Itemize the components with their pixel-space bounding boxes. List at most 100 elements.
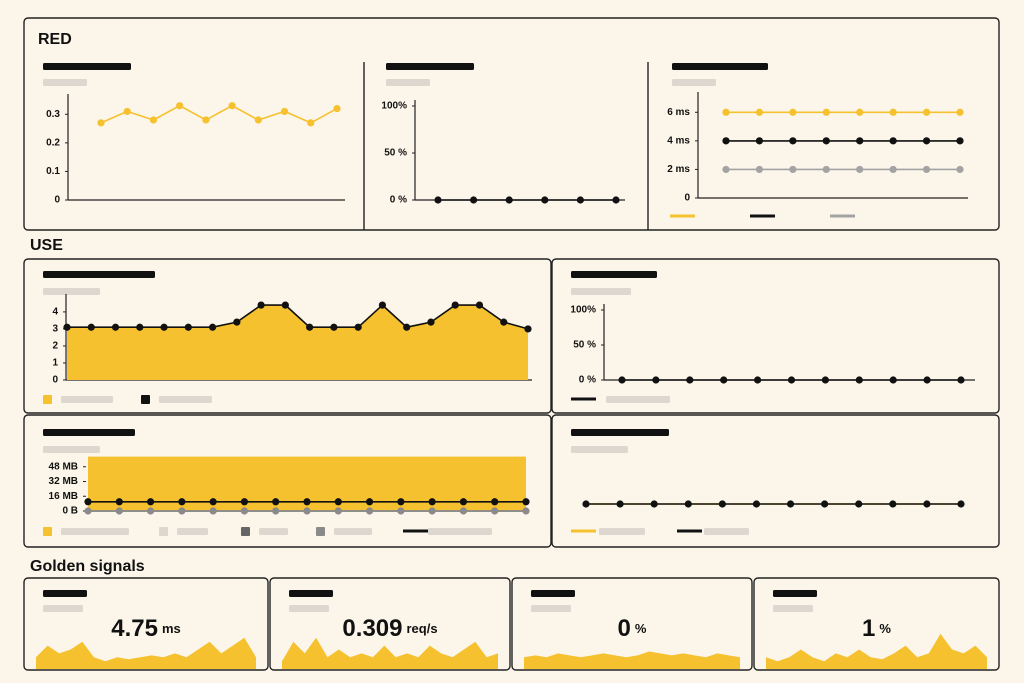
point [475,301,484,309]
stat-value: 4.75 ms [111,615,181,642]
point [922,137,931,145]
point [822,137,830,145]
placeholder-text [599,528,645,535]
point [365,498,374,506]
point [582,500,590,508]
point [821,500,829,508]
y-tick-label: 0.3 [46,109,60,120]
point [208,323,217,331]
stat-unit: ms [162,621,181,636]
point [451,301,459,309]
stat-number: 4.75 [111,615,158,642]
point [115,498,123,506]
point [889,108,897,116]
legend-swatch [159,527,168,536]
point [178,498,186,506]
legend-swatch [43,527,52,536]
point [616,500,624,508]
point [254,116,262,124]
y-tick-label: 0.1 [46,166,60,177]
point [957,500,965,508]
y-tick-label: 0 B [62,506,78,517]
y-tick-label: 32 MB [49,476,78,487]
point [522,507,530,515]
point [209,498,217,506]
point [459,507,468,515]
panel [269,577,511,671]
y-tick-label: 100% [381,101,407,112]
line [100,104,338,124]
stat-number: 0.309 [342,615,402,642]
point [576,196,585,204]
point [202,116,210,124]
point [87,323,95,331]
point [178,507,186,515]
placeholder-text [289,605,329,612]
placeholder-text [428,528,492,535]
point [240,507,249,515]
panel [23,414,552,548]
placeholder-text [704,528,749,535]
point [922,108,931,116]
point [334,507,342,515]
y-tick-label: 48 MB [49,461,78,472]
point [209,507,217,515]
y-tick-label: 50 % [573,340,596,351]
point [303,507,311,515]
y-tick-label: 0 % [579,375,596,386]
point [97,119,105,127]
placeholder-text [773,605,813,612]
point [755,108,764,116]
placeholder-text [773,590,817,597]
placeholder-text [177,528,208,535]
placeholder-text [571,446,628,453]
placeholder-text [531,605,571,612]
point [378,301,387,309]
y-tick-label: 0.2 [46,137,60,148]
placeholder-text [61,396,113,403]
point [684,500,692,508]
stat-number: 0 [618,615,631,642]
point [146,507,155,515]
point [111,323,120,331]
y-tick-label: 2 ms [667,164,690,175]
placeholder-text [289,590,333,597]
point [923,500,931,508]
point [330,323,338,331]
point [427,318,435,326]
point [63,323,71,331]
stat-value: 1% [862,615,891,642]
point [160,323,168,331]
placeholder-text [43,288,100,295]
point [889,376,897,384]
point [889,137,897,145]
point [280,107,289,116]
point [491,507,499,515]
panel [753,577,1000,671]
legend-swatch [316,527,325,536]
section-title: USE [30,237,63,254]
area [88,456,526,511]
placeholder-text [43,271,155,278]
placeholder-text [571,429,669,436]
point [307,119,315,127]
stat-unit: % [635,621,647,636]
panel [551,414,1000,548]
point [365,507,374,515]
point [822,165,830,174]
placeholder-text [61,528,129,535]
legend-swatch [241,527,250,536]
sparkline-area [36,637,256,669]
point [146,498,155,506]
y-tick-label: 2 [52,341,58,352]
point [397,498,405,506]
placeholder-text [672,79,716,86]
placeholder-text [571,271,657,278]
point [84,507,92,515]
point [755,137,764,145]
point [403,323,411,331]
point [787,376,796,384]
y-tick-label: 4 ms [667,135,690,146]
point [491,498,499,506]
